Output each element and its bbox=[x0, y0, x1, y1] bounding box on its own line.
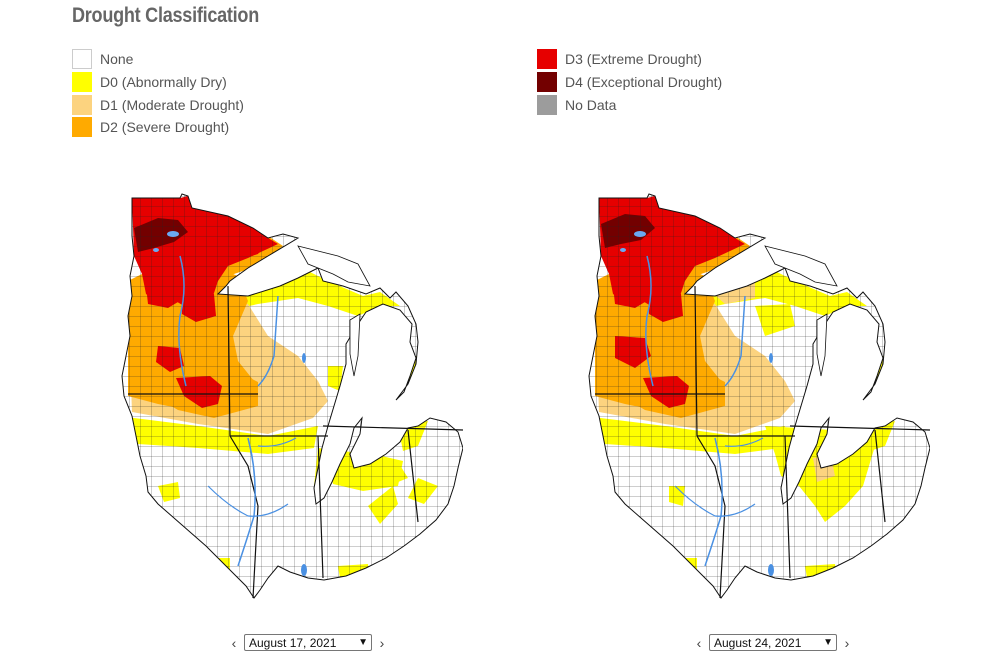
legend-label: D3 (Extreme Drought) bbox=[565, 51, 702, 68]
drought-map-left-svg bbox=[121, 193, 464, 599]
chevron-right-icon[interactable]: › bbox=[379, 634, 385, 651]
legend-item-d1: D1 (Moderate Drought) bbox=[72, 93, 244, 116]
legend-label: D4 (Exceptional Drought) bbox=[565, 74, 723, 91]
no-data-swatch bbox=[537, 94, 557, 115]
water-features-left bbox=[153, 231, 371, 576]
drought-map-right-svg bbox=[588, 193, 931, 599]
date-select-right[interactable]: August 24, 2021 ▼ bbox=[709, 634, 837, 651]
legend-item-none: None bbox=[72, 48, 244, 71]
chevron-left-icon[interactable]: ‹ bbox=[231, 634, 237, 651]
legend-label: D2 (Severe Drought) bbox=[100, 119, 230, 136]
d4-swatch bbox=[537, 72, 557, 93]
legend-item-d3: D3 (Extreme Drought) bbox=[537, 48, 722, 71]
d3-swatch bbox=[537, 49, 557, 70]
legend-item-d2: D2 (Severe Drought) bbox=[72, 116, 244, 139]
d0-swatch bbox=[72, 72, 92, 93]
chevron-down-icon: ▼ bbox=[358, 637, 368, 648]
legend-label: D0 (Abnormally Dry) bbox=[100, 74, 227, 91]
chevron-down-icon: ▼ bbox=[823, 637, 833, 648]
d1-swatch bbox=[72, 94, 92, 115]
drought-map-left bbox=[118, 186, 464, 611]
page-title: Drought Classification bbox=[72, 4, 259, 27]
date-control-right: ‹ August 24, 2021 ▼ › bbox=[693, 634, 853, 651]
drought-map-right bbox=[585, 186, 931, 611]
chevron-left-icon[interactable]: ‹ bbox=[696, 634, 702, 651]
date-control-left: ‹ August 17, 2021 ▼ › bbox=[228, 634, 388, 651]
legend-label: None bbox=[100, 51, 134, 68]
state-borders-right bbox=[595, 285, 931, 599]
chevron-right-icon[interactable]: › bbox=[844, 634, 850, 651]
legend-item-d0: D0 (Abnormally Dry) bbox=[72, 71, 244, 94]
state-borders-left bbox=[128, 285, 464, 599]
legend-left-column: None D0 (Abnormally Dry) D1 (Moderate Dr… bbox=[72, 48, 244, 139]
water-features-right bbox=[620, 231, 838, 576]
legend-item-no-data: No Data bbox=[537, 93, 722, 116]
legend-right-column: D3 (Extreme Drought) D4 (Exceptional Dro… bbox=[537, 48, 722, 116]
date-select-left-value: August 17, 2021 bbox=[249, 635, 337, 650]
legend-label: D1 (Moderate Drought) bbox=[100, 96, 244, 113]
date-select-right-value: August 24, 2021 bbox=[714, 635, 802, 650]
none-swatch bbox=[72, 49, 92, 70]
legend-item-d4: D4 (Exceptional Drought) bbox=[537, 71, 722, 94]
date-select-left[interactable]: August 17, 2021 ▼ bbox=[244, 634, 372, 651]
legend-label: No Data bbox=[565, 96, 617, 113]
d2-swatch bbox=[72, 117, 92, 138]
